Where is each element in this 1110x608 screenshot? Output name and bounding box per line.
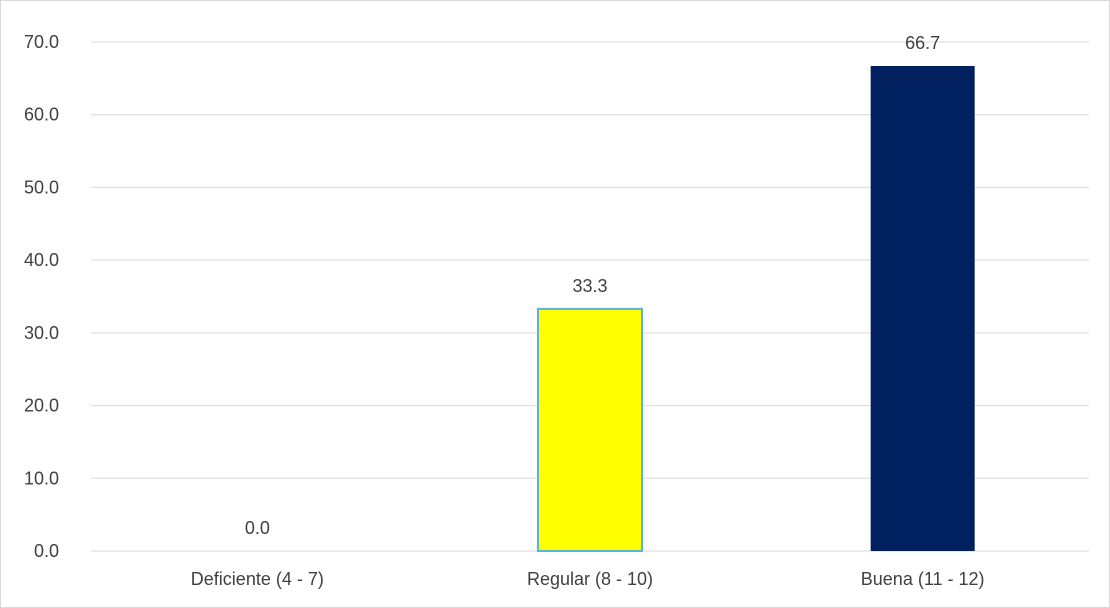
y-tick-label: 20.0 <box>24 396 59 416</box>
x-tick-label: Deficiente (4 - 7) <box>191 569 324 589</box>
x-tick-label: Regular (8 - 10) <box>527 569 653 589</box>
data-label: 33.3 <box>572 276 607 296</box>
bar-2 <box>537 307 643 552</box>
y-tick-label: 40.0 <box>24 250 59 270</box>
x-axis-tick-labels: Deficiente (4 - 7) Regular (8 - 10) Buena … <box>191 569 985 589</box>
x-tick-label: Buena (11 - 12) <box>861 569 985 589</box>
data-label: 0.0 <box>245 518 270 538</box>
y-tick-label: 30.0 <box>24 323 59 343</box>
y-axis-tick-labels: 0.0 10.0 20.0 30.0 40.0 50.0 60.0 70.0 <box>24 32 59 561</box>
bars <box>537 65 975 552</box>
y-tick-label: 50.0 <box>24 177 59 197</box>
y-tick-label: 10.0 <box>24 468 59 488</box>
data-labels: 0.0 33.3 66.7 <box>245 33 940 538</box>
y-tick-label: 0.0 <box>34 541 59 561</box>
y-tick-label: 60.0 <box>24 105 59 125</box>
data-label: 66.7 <box>905 33 940 53</box>
y-tick-label: 70.0 <box>24 32 59 52</box>
bar-3 <box>870 65 975 551</box>
